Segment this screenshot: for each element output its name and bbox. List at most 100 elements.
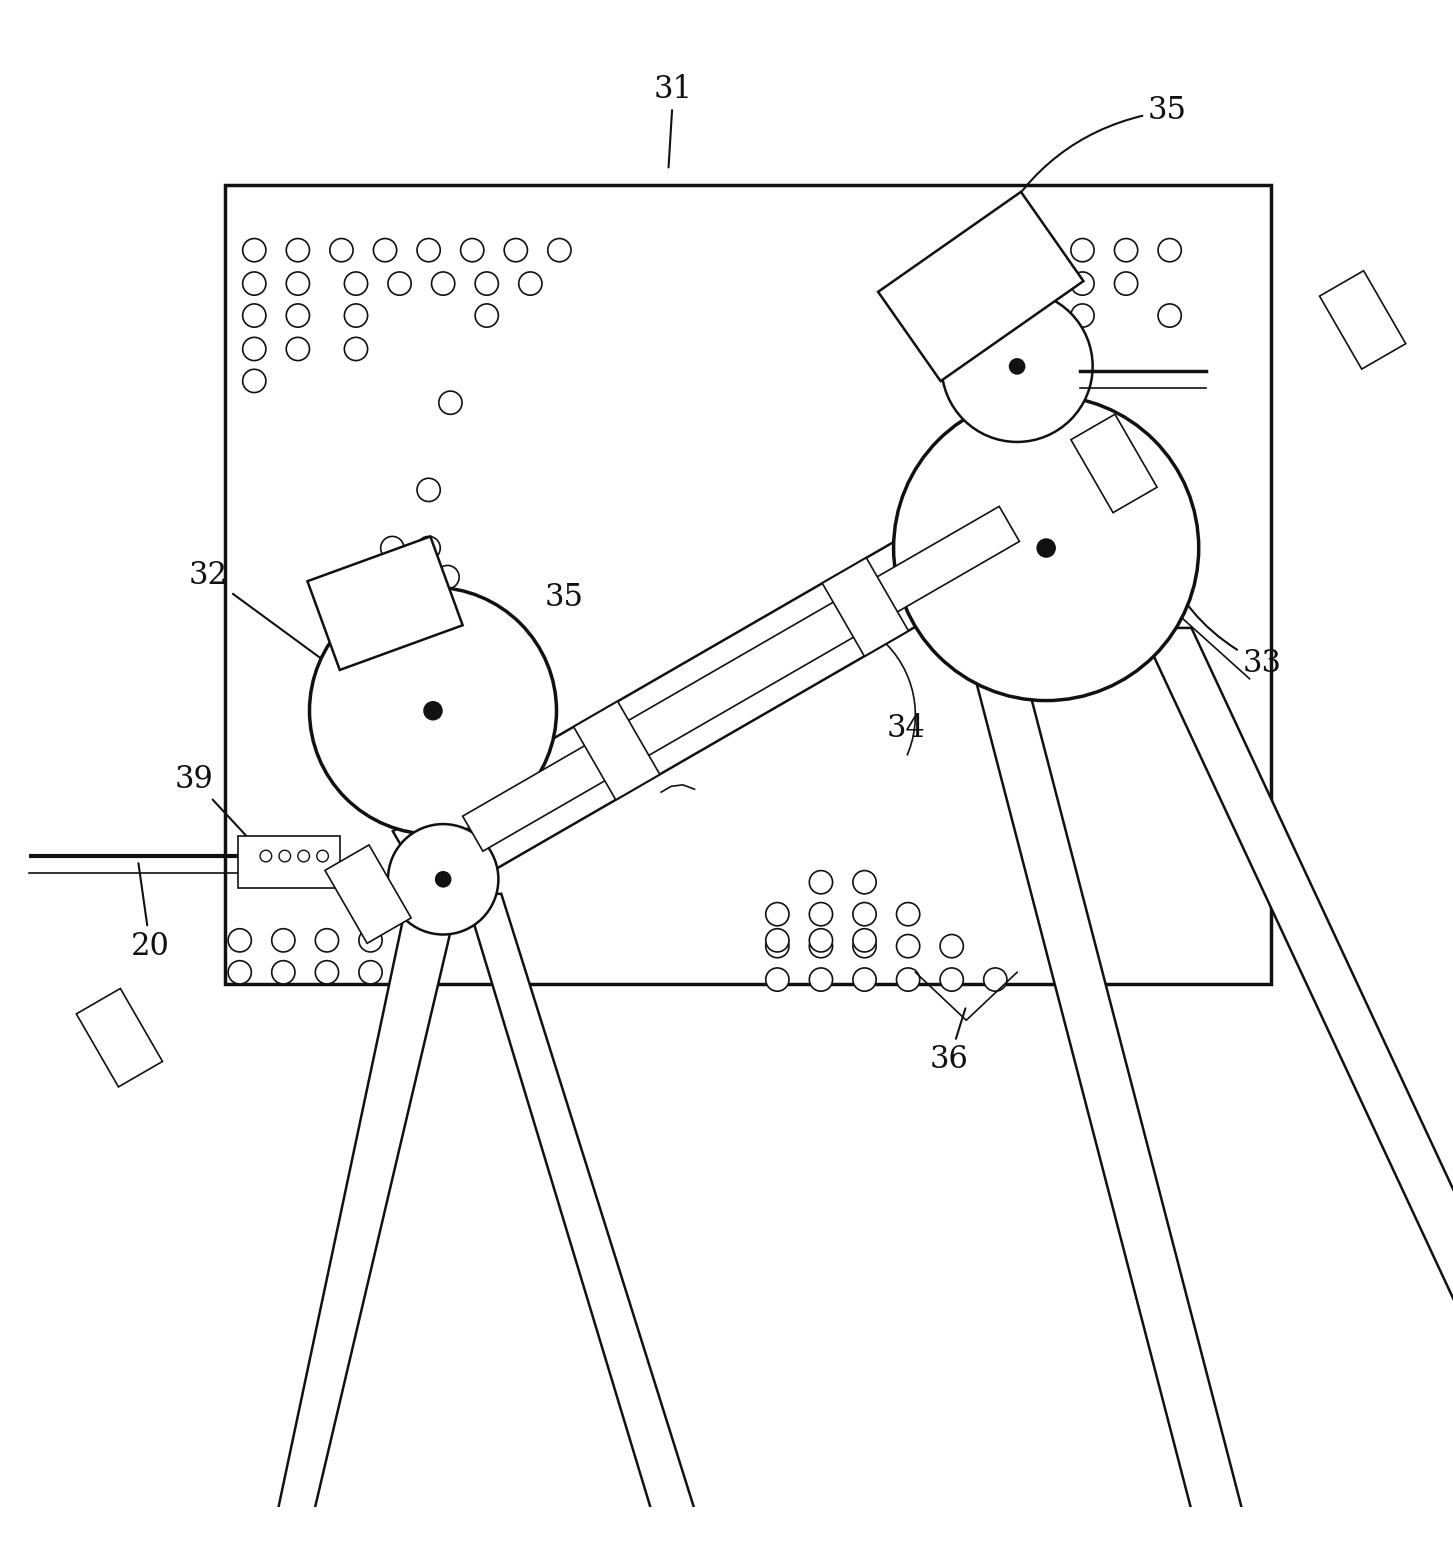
Bar	[254, 840, 334, 873]
Circle shape	[243, 304, 266, 328]
Bar	[238, 835, 340, 888]
Circle shape	[897, 935, 920, 958]
Circle shape	[461, 239, 484, 262]
Circle shape	[475, 304, 498, 328]
Circle shape	[381, 537, 404, 560]
Circle shape	[1027, 239, 1051, 262]
Circle shape	[897, 968, 920, 991]
Circle shape	[504, 239, 527, 262]
Circle shape	[809, 935, 833, 958]
Circle shape	[1071, 272, 1094, 295]
Circle shape	[363, 565, 386, 588]
Text: 33: 33	[1161, 557, 1282, 679]
Circle shape	[228, 929, 251, 952]
Circle shape	[940, 968, 963, 991]
Circle shape	[853, 902, 876, 926]
Circle shape	[766, 902, 789, 926]
Polygon shape	[325, 845, 411, 943]
Polygon shape	[822, 557, 908, 656]
Circle shape	[298, 851, 309, 862]
Circle shape	[243, 239, 266, 262]
Circle shape	[894, 395, 1199, 701]
Circle shape	[424, 702, 442, 720]
Circle shape	[853, 968, 876, 991]
Circle shape	[243, 370, 266, 392]
Circle shape	[519, 272, 542, 295]
Circle shape	[286, 337, 309, 361]
Text: 39: 39	[174, 763, 253, 843]
Circle shape	[373, 239, 397, 262]
Polygon shape	[574, 701, 660, 799]
Circle shape	[1158, 239, 1181, 262]
Circle shape	[1010, 359, 1024, 373]
Circle shape	[344, 304, 368, 328]
Circle shape	[402, 960, 426, 983]
Circle shape	[809, 902, 833, 926]
Text: 36: 36	[930, 1008, 969, 1076]
Text: 31: 31	[654, 73, 693, 167]
Polygon shape	[1319, 270, 1405, 368]
Circle shape	[260, 851, 272, 862]
Polygon shape	[308, 537, 462, 670]
Circle shape	[417, 537, 440, 560]
Circle shape	[388, 824, 498, 935]
Polygon shape	[462, 506, 1020, 851]
Circle shape	[853, 871, 876, 894]
Polygon shape	[878, 192, 1084, 381]
Circle shape	[243, 337, 266, 361]
Circle shape	[1071, 304, 1094, 328]
Text: 34: 34	[886, 713, 926, 745]
Circle shape	[417, 598, 440, 621]
Polygon shape	[1141, 628, 1453, 1561]
Circle shape	[436, 565, 459, 588]
Circle shape	[1158, 304, 1181, 328]
Polygon shape	[77, 988, 163, 1086]
Circle shape	[417, 478, 440, 501]
Circle shape	[315, 960, 339, 983]
Circle shape	[940, 935, 963, 958]
Circle shape	[359, 929, 382, 952]
Text: 32: 32	[189, 560, 346, 677]
Circle shape	[359, 960, 382, 983]
Circle shape	[400, 565, 423, 588]
Circle shape	[1027, 272, 1051, 295]
Circle shape	[436, 873, 450, 887]
Polygon shape	[392, 453, 1090, 904]
Text: 35: 35	[997, 95, 1187, 229]
Circle shape	[344, 272, 368, 295]
Circle shape	[272, 929, 295, 952]
Circle shape	[286, 304, 309, 328]
Circle shape	[766, 929, 789, 952]
Circle shape	[439, 392, 462, 414]
Circle shape	[279, 851, 291, 862]
Circle shape	[402, 929, 426, 952]
Circle shape	[432, 272, 455, 295]
Circle shape	[388, 272, 411, 295]
Polygon shape	[465, 894, 697, 1519]
Circle shape	[853, 929, 876, 952]
Circle shape	[286, 239, 309, 262]
Circle shape	[942, 290, 1093, 442]
Circle shape	[417, 239, 440, 262]
Circle shape	[766, 968, 789, 991]
Circle shape	[984, 968, 1007, 991]
Circle shape	[809, 968, 833, 991]
Circle shape	[1114, 239, 1138, 262]
Circle shape	[243, 272, 266, 295]
Circle shape	[1037, 539, 1055, 557]
Circle shape	[286, 272, 309, 295]
Polygon shape	[974, 671, 1264, 1561]
Polygon shape	[1071, 414, 1157, 512]
Circle shape	[228, 960, 251, 983]
Circle shape	[766, 935, 789, 958]
Circle shape	[475, 272, 498, 295]
Circle shape	[809, 871, 833, 894]
Circle shape	[897, 902, 920, 926]
Circle shape	[309, 587, 556, 834]
Circle shape	[272, 960, 295, 983]
Circle shape	[1071, 239, 1094, 262]
Text: 35: 35	[545, 582, 584, 613]
Circle shape	[1114, 272, 1138, 295]
Circle shape	[548, 239, 571, 262]
Circle shape	[344, 337, 368, 361]
